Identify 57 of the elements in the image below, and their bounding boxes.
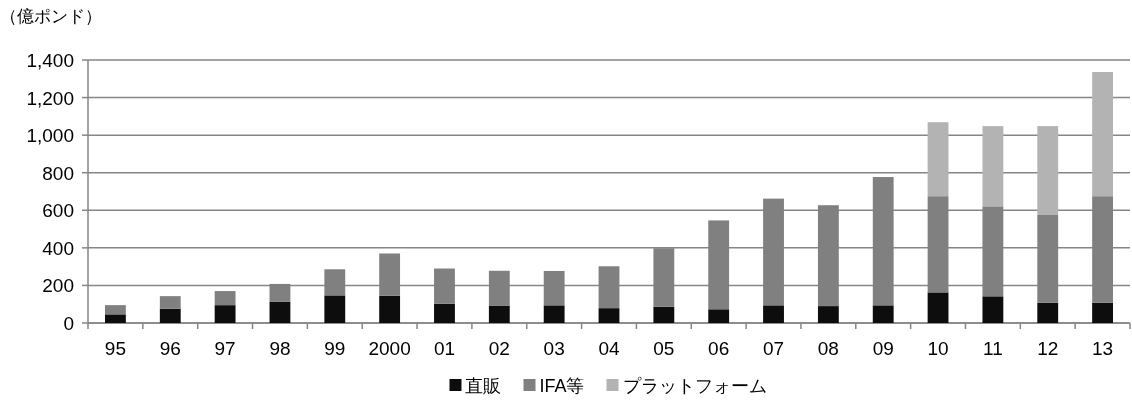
- x-tick-label: 96: [159, 338, 181, 359]
- bar: [982, 296, 1004, 323]
- bar: [214, 305, 236, 323]
- bar: [488, 305, 510, 323]
- bar: [1092, 72, 1113, 197]
- y-tick-label: 600: [42, 200, 74, 222]
- legend-label: 直販: [465, 376, 502, 396]
- x-tick-label: 2000: [368, 338, 411, 359]
- bar: [324, 295, 346, 323]
- x-tick-label: 99: [324, 338, 346, 359]
- x-tick-label: 12: [1037, 338, 1059, 359]
- bar: [159, 308, 181, 323]
- x-tick-label: 08: [817, 338, 839, 359]
- y-tick-label: 800: [42, 162, 74, 184]
- x-tick-label: 98: [269, 338, 291, 359]
- x-tick-label: 13: [1092, 338, 1114, 359]
- x-tick-label: 04: [598, 338, 620, 359]
- x-tick-label: 06: [708, 338, 730, 359]
- x-tick-label: 02: [488, 338, 510, 359]
- bar: [1092, 302, 1113, 323]
- legend-label: IFA等: [539, 376, 585, 396]
- bar: [159, 296, 181, 309]
- bar: [708, 309, 730, 323]
- x-tick-label: 03: [543, 338, 565, 359]
- bar: [1037, 302, 1059, 323]
- x-tick-label: 09: [872, 338, 894, 359]
- bar: [598, 308, 620, 323]
- x-tick-label: 01: [433, 338, 456, 359]
- bar: [982, 126, 1004, 207]
- x-tick-label: 95: [104, 338, 126, 359]
- y-axis-title: （億ポンド）: [0, 7, 102, 26]
- bar: [269, 301, 291, 323]
- bar: [379, 295, 401, 323]
- bar: [927, 122, 949, 197]
- bar: [927, 292, 949, 323]
- y-tick-label: 0: [63, 313, 74, 334]
- x-tick-label: 97: [214, 338, 236, 359]
- bar: [817, 306, 839, 323]
- y-tick-label: 1,000: [26, 125, 74, 147]
- bar: [1037, 126, 1059, 215]
- bar: [653, 306, 675, 323]
- bar: [543, 305, 565, 323]
- bar: [434, 303, 455, 323]
- y-tick-label: 200: [42, 275, 74, 297]
- bar: [872, 305, 894, 323]
- x-tick-label: 10: [927, 338, 949, 359]
- y-tick-label: 1,200: [26, 87, 74, 109]
- bar: [105, 305, 126, 315]
- bar: [105, 314, 126, 323]
- y-tick-label: 1,400: [26, 50, 74, 71]
- x-tick-label: 05: [653, 338, 675, 359]
- bar: [763, 305, 784, 323]
- x-tick-label: 11: [983, 338, 1003, 359]
- legend-label: プラットフォーム: [622, 376, 767, 396]
- y-tick-label: 400: [42, 237, 74, 259]
- x-tick-label: 07: [762, 338, 785, 359]
- bar: [214, 291, 236, 306]
